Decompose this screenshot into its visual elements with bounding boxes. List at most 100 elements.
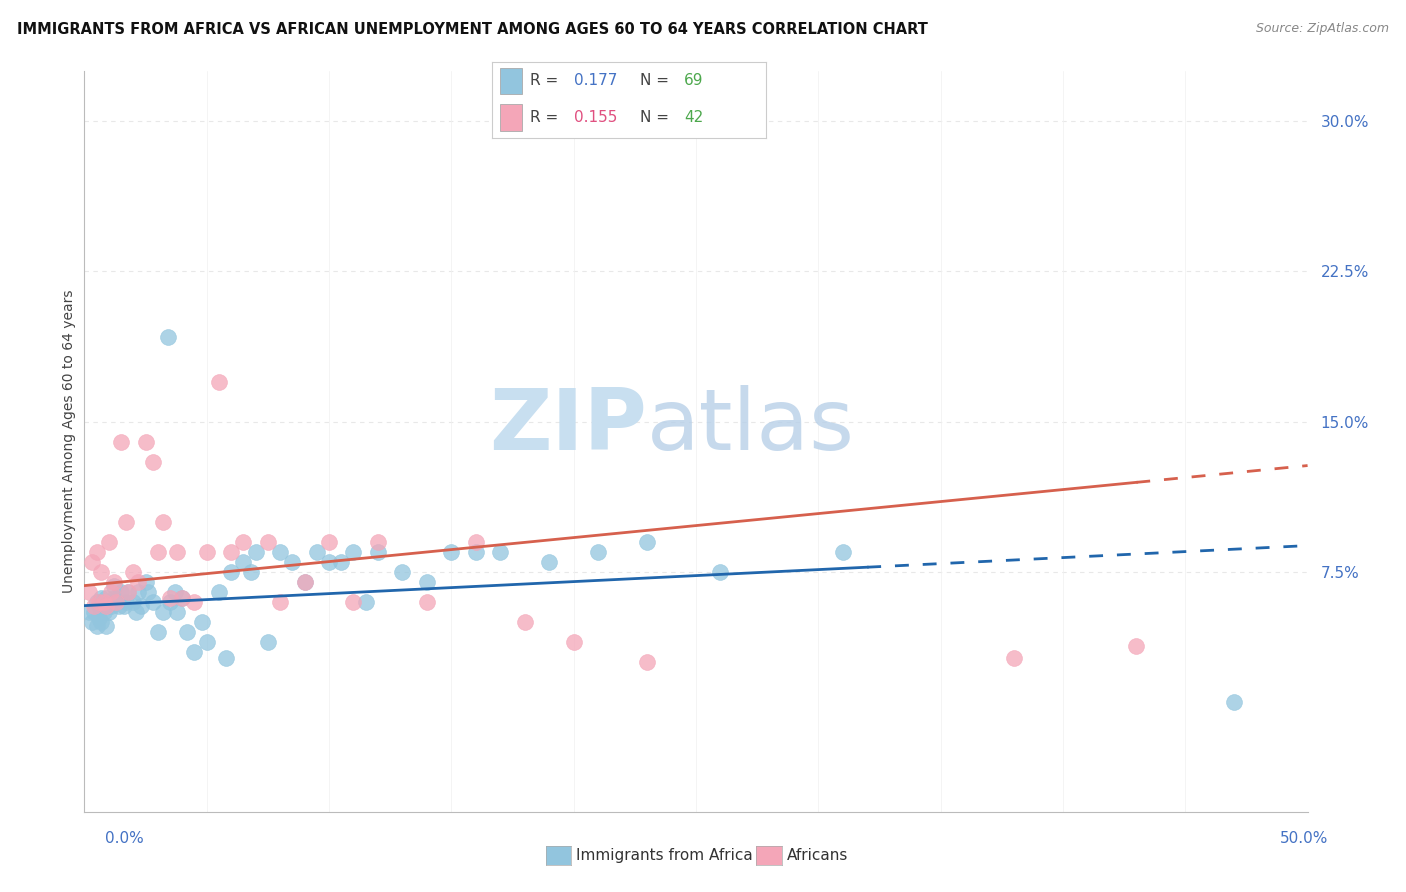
- Point: [87, 610, 110, 624]
- Point: [219, 565, 242, 579]
- Point: [129, 599, 152, 613]
- Point: [636, 534, 658, 549]
- Point: [709, 565, 731, 579]
- Point: [103, 574, 125, 589]
- Point: [191, 615, 214, 629]
- Text: N =: N =: [640, 110, 673, 125]
- Point: [80, 555, 103, 569]
- Text: N =: N =: [640, 73, 673, 88]
- Point: [77, 605, 100, 619]
- Point: [232, 534, 254, 549]
- Point: [257, 634, 280, 648]
- Point: [96, 599, 118, 613]
- Point: [105, 594, 128, 608]
- Point: [86, 618, 108, 632]
- Text: atlas: atlas: [647, 385, 855, 468]
- Point: [305, 544, 328, 558]
- Point: [416, 574, 439, 589]
- Point: [195, 634, 218, 648]
- Text: Africans: Africans: [787, 848, 849, 863]
- Point: [115, 515, 138, 529]
- Text: IMMIGRANTS FROM AFRICA VS AFRICAN UNEMPLOYMENT AMONG AGES 60 TO 64 YEARS CORRELA: IMMIGRANTS FROM AFRICA VS AFRICAN UNEMPL…: [17, 22, 928, 37]
- Point: [166, 544, 188, 558]
- Point: [127, 584, 149, 599]
- Point: [122, 565, 145, 579]
- Point: [142, 454, 165, 468]
- Point: [318, 555, 340, 569]
- Point: [83, 599, 105, 613]
- Point: [562, 634, 585, 648]
- Point: [97, 534, 120, 549]
- Text: 50.0%: 50.0%: [1281, 831, 1329, 847]
- Point: [172, 591, 194, 605]
- Point: [354, 594, 377, 608]
- Point: [125, 605, 148, 619]
- Point: [342, 594, 364, 608]
- Point: [208, 375, 231, 389]
- Point: [87, 599, 110, 613]
- Point: [1002, 650, 1025, 665]
- Point: [90, 565, 112, 579]
- Text: R =: R =: [530, 110, 564, 125]
- Point: [257, 534, 280, 549]
- Point: [96, 591, 118, 605]
- Point: [489, 544, 512, 558]
- Point: [195, 544, 218, 558]
- Point: [142, 594, 165, 608]
- Text: Immigrants from Africa: Immigrants from Africa: [576, 848, 754, 863]
- Point: [166, 605, 188, 619]
- Point: [80, 615, 103, 629]
- Point: [86, 544, 108, 558]
- Point: [117, 584, 139, 599]
- Point: [110, 584, 132, 599]
- Point: [86, 594, 108, 608]
- Point: [269, 544, 291, 558]
- Point: [77, 584, 100, 599]
- Point: [93, 594, 115, 608]
- Point: [586, 544, 609, 558]
- Point: [416, 594, 439, 608]
- Text: 69: 69: [683, 73, 703, 88]
- Point: [103, 579, 125, 593]
- Point: [96, 618, 118, 632]
- Point: [342, 544, 364, 558]
- Point: [127, 574, 149, 589]
- Point: [163, 584, 186, 599]
- Point: [172, 591, 194, 605]
- Point: [239, 565, 262, 579]
- Point: [831, 544, 853, 558]
- Point: [636, 655, 658, 669]
- Point: [146, 544, 169, 558]
- Point: [208, 584, 231, 599]
- Point: [135, 434, 157, 449]
- Point: [97, 594, 120, 608]
- Point: [245, 544, 267, 558]
- Point: [135, 574, 157, 589]
- Point: [146, 624, 169, 639]
- Point: [367, 544, 389, 558]
- Point: [156, 330, 179, 344]
- Point: [294, 574, 316, 589]
- Point: [367, 534, 389, 549]
- Text: Source: ZipAtlas.com: Source: ZipAtlas.com: [1256, 22, 1389, 36]
- Point: [538, 555, 561, 569]
- Point: [90, 591, 112, 605]
- Point: [330, 555, 353, 569]
- Point: [105, 594, 128, 608]
- Point: [232, 555, 254, 569]
- Point: [1125, 639, 1147, 653]
- Text: 0.0%: 0.0%: [105, 831, 145, 847]
- Point: [294, 574, 316, 589]
- Point: [83, 605, 105, 619]
- Point: [117, 584, 139, 599]
- Point: [219, 544, 242, 558]
- Point: [122, 594, 145, 608]
- Bar: [501, 68, 522, 95]
- Point: [90, 615, 112, 629]
- Y-axis label: Unemployment Among Ages 60 to 64 years: Unemployment Among Ages 60 to 64 years: [62, 290, 76, 593]
- Point: [152, 515, 174, 529]
- Point: [100, 584, 122, 599]
- Text: 0.155: 0.155: [574, 110, 617, 125]
- Point: [112, 599, 135, 613]
- Point: [1223, 695, 1246, 709]
